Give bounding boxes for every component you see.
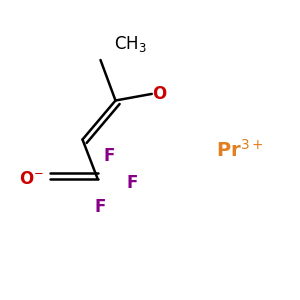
Text: Pr$^{3+}$: Pr$^{3+}$ — [216, 139, 264, 161]
Text: O: O — [152, 85, 166, 103]
Text: O$^{-}$: O$^{-}$ — [19, 169, 44, 188]
Text: CH$_3$: CH$_3$ — [114, 34, 147, 53]
Text: F: F — [95, 198, 106, 216]
Text: F: F — [104, 147, 115, 165]
Text: F: F — [126, 174, 138, 192]
